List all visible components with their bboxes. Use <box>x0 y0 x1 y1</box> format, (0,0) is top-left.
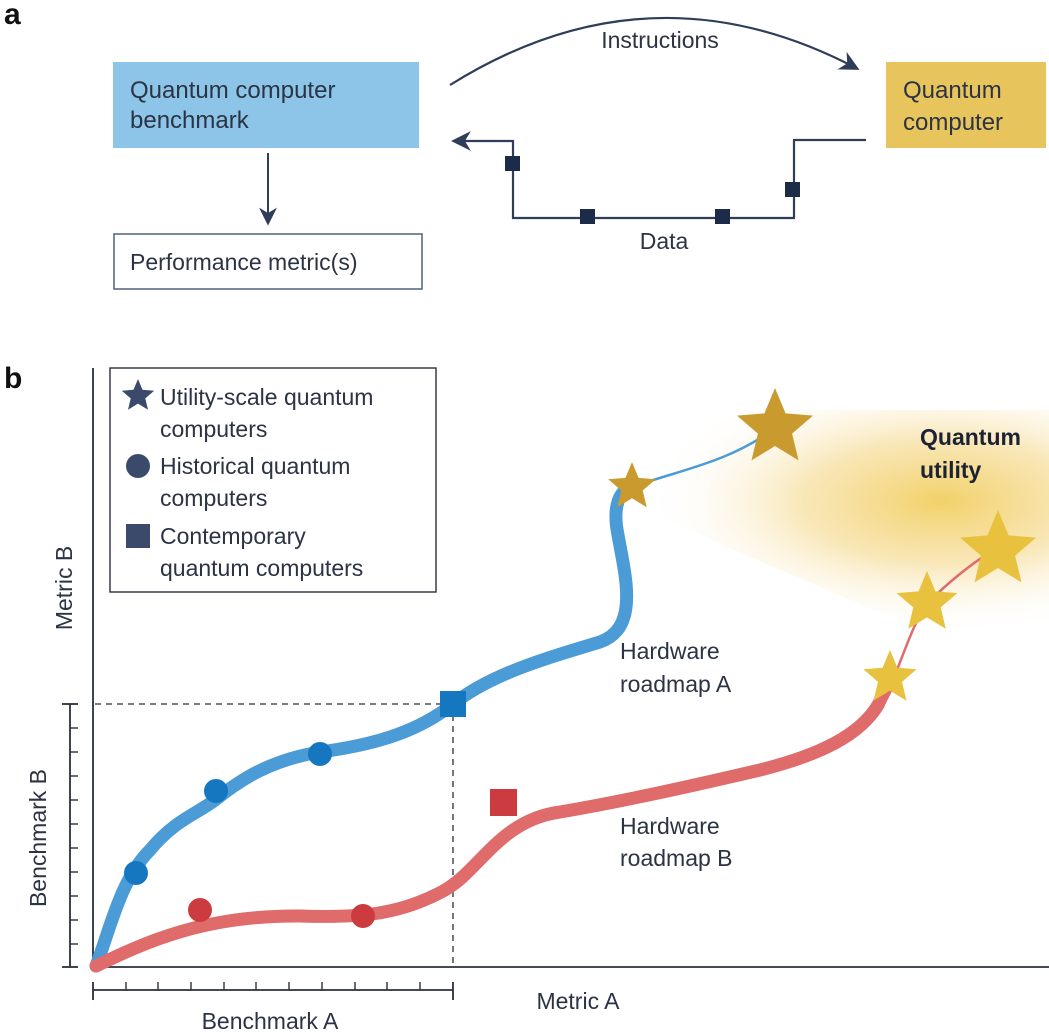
historical-computer-b <box>351 904 375 928</box>
square-icon <box>126 524 150 548</box>
quantum-computer-box <box>886 62 1046 148</box>
circle-icon <box>126 454 150 478</box>
legend-star-line2: computers <box>160 416 267 442</box>
legend-circle-line1: Historical quantum <box>160 453 350 479</box>
performance-box-label: Performance metric(s) <box>130 249 357 275</box>
quantum-utility-label-2: utility <box>920 457 982 483</box>
panel-a-label: a <box>4 0 21 31</box>
data-square <box>505 156 520 171</box>
contemporary-computer-a <box>440 691 466 717</box>
benchmark-a-axis <box>92 982 454 1000</box>
instructions-arrow <box>449 16 860 86</box>
legend-square-line1: Contemporary <box>160 523 306 549</box>
roadmap-a-label-2: roadmap A <box>620 671 732 697</box>
performance-box <box>113 233 423 290</box>
benchmark-box-line1: Quantum computer <box>130 77 335 104</box>
roadmap-b-label-1: Hardware <box>620 813 720 839</box>
star-icon-shape <box>121 379 155 410</box>
utility-star-b <box>896 571 958 629</box>
utility-star-a <box>608 462 656 508</box>
instructions-label: Instructions <box>601 27 719 53</box>
legend-circle-line2: computers <box>160 485 267 511</box>
contemporary-computer-b <box>490 789 517 816</box>
data-square <box>715 209 730 224</box>
roadmap-b-curve <box>89 668 902 973</box>
star-icon <box>121 379 155 410</box>
utility-star-a <box>737 388 813 461</box>
data-label: Data <box>640 228 689 254</box>
x-axis-label: Metric A <box>536 988 620 1014</box>
roadmap-a-curve <box>89 480 639 973</box>
roadmap-a-label-1: Hardware <box>620 638 720 664</box>
utility-star-b <box>960 510 1036 583</box>
data-square <box>785 182 800 197</box>
legend-star-line1: Utility-scale quantum <box>160 384 373 410</box>
quantum-utility-label-1: Quantum <box>920 424 1021 450</box>
quantum-computer-box-line2: computer <box>903 109 1003 136</box>
historical-computer-a <box>124 861 148 885</box>
data-square <box>580 209 595 224</box>
benchmark-box-line2: benchmark <box>130 107 250 134</box>
quantum-computer-box-line1: Quantum <box>903 77 1002 104</box>
historical-computer-a <box>308 742 332 766</box>
legend-box <box>109 367 437 593</box>
benchmark-b-label: Benchmark B <box>25 769 51 907</box>
data-arrow <box>451 131 866 220</box>
legend-square-line2: quantum computers <box>160 555 363 581</box>
historical-computer-a <box>204 779 228 803</box>
benchmark-box <box>113 62 419 148</box>
roadmap-b-label-2: roadmap B <box>620 845 733 871</box>
utility-star-b <box>863 650 917 701</box>
benchmark-a-label: Benchmark A <box>202 1008 339 1032</box>
benchmark-b-axis <box>62 703 78 968</box>
historical-computer-b <box>188 898 212 922</box>
y-axis-label: Metric B <box>51 546 77 630</box>
legend: Utility-scale quantum computers Historic… <box>109 367 437 593</box>
panel-b-label: b <box>4 362 22 395</box>
